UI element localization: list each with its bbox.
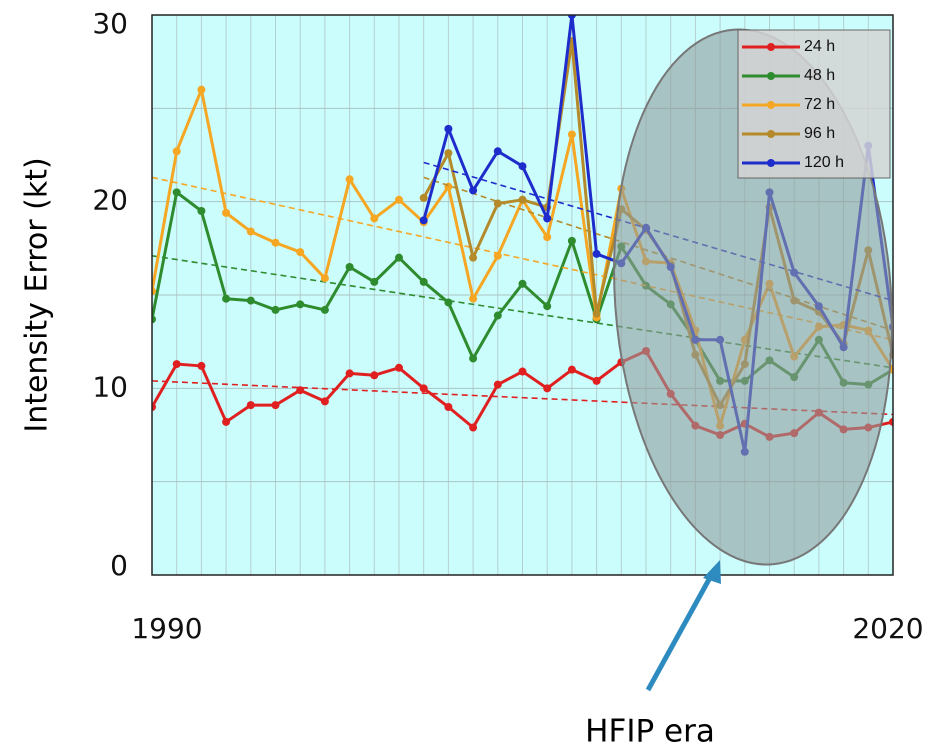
- data-point: [543, 384, 552, 393]
- data-point: [172, 147, 181, 156]
- data-point: [493, 147, 502, 156]
- data-point: [152, 287, 156, 296]
- data-point: [469, 423, 478, 432]
- data-point: [518, 195, 527, 204]
- legend-marker: [767, 43, 775, 51]
- data-point: [469, 294, 478, 303]
- data-point: [518, 162, 527, 171]
- data-point: [419, 193, 428, 202]
- data-point: [469, 354, 478, 363]
- data-point: [567, 15, 576, 19]
- data-point: [592, 309, 601, 318]
- data-point: [152, 315, 156, 324]
- data-point: [395, 195, 403, 204]
- data-point: [592, 376, 601, 385]
- data-point: [345, 175, 354, 184]
- legend-label: 120 h: [804, 154, 844, 171]
- data-point: [493, 251, 502, 260]
- data-point: [222, 208, 231, 217]
- data-point: [518, 279, 527, 288]
- y-tick-label: 10: [92, 370, 128, 403]
- x-tick-label: 2020: [852, 612, 923, 645]
- arrow-head: [703, 560, 721, 584]
- data-point: [419, 216, 428, 225]
- legend-marker: [767, 130, 775, 138]
- data-point: [152, 403, 156, 411]
- data-point: [197, 207, 206, 215]
- data-point: [172, 360, 181, 369]
- legend-marker: [767, 101, 775, 109]
- data-point: [592, 249, 601, 258]
- data-point: [444, 403, 453, 411]
- y-axis-label: Intensity Error (kt): [20, 157, 55, 432]
- trend-line: [152, 380, 893, 416]
- data-point: [296, 386, 305, 395]
- data-point: [469, 186, 478, 195]
- data-point: [197, 361, 206, 370]
- data-point: [345, 369, 354, 378]
- data-point: [246, 401, 255, 410]
- data-point: [296, 248, 305, 257]
- data-point: [444, 124, 453, 133]
- legend-label: 96 h: [804, 125, 835, 142]
- data-point: [419, 277, 428, 286]
- data-point: [543, 233, 552, 242]
- data-point: [469, 253, 478, 262]
- legend-label: 48 h: [804, 67, 835, 84]
- data-point: [320, 274, 329, 283]
- data-point: [493, 380, 502, 389]
- y-tick-label: 30: [92, 7, 128, 40]
- arrow: [645, 572, 715, 692]
- data-point: [493, 311, 502, 320]
- legend-label: 72 h: [804, 96, 835, 113]
- data-point: [493, 199, 502, 208]
- data-point: [889, 417, 893, 426]
- data-point: [444, 298, 453, 307]
- legend: 24 h 48 h 72 h 96 h 120 h: [737, 29, 891, 179]
- data-point: [197, 85, 206, 94]
- data-point: [320, 305, 329, 314]
- data-point: [296, 300, 305, 309]
- data-point: [444, 149, 453, 158]
- data-point: [345, 263, 354, 271]
- plot-frame: [151, 14, 894, 576]
- legend-marker: [767, 72, 775, 80]
- x-tick-label: 1990: [131, 612, 202, 645]
- data-point: [567, 130, 576, 139]
- data-point: [370, 371, 379, 380]
- ticks: 0 10 20 30 1990 2020: [92, 7, 923, 645]
- data-point: [271, 305, 280, 314]
- data-point: [543, 302, 552, 311]
- data-point: [419, 384, 428, 393]
- data-point: [395, 363, 403, 372]
- data-point: [246, 227, 255, 236]
- legend-label: 24 h: [804, 38, 835, 55]
- annotation: HFIP era: [585, 714, 715, 750]
- data-point: [567, 236, 576, 245]
- data-point: [172, 188, 181, 197]
- data-point: [246, 296, 255, 305]
- data-point: [518, 367, 527, 376]
- y-tick-label: 0: [110, 549, 128, 582]
- data-point: [395, 253, 403, 262]
- data-point: [320, 397, 329, 406]
- y-tick-label: 20: [92, 184, 128, 217]
- data-point: [543, 214, 552, 223]
- legend-marker: [767, 159, 775, 167]
- data-point: [271, 401, 280, 410]
- data-point: [222, 294, 231, 303]
- data-point: [370, 277, 379, 286]
- data-point: [271, 238, 280, 247]
- data-point: [222, 417, 231, 426]
- data-point: [370, 214, 379, 223]
- data-point: [567, 365, 576, 374]
